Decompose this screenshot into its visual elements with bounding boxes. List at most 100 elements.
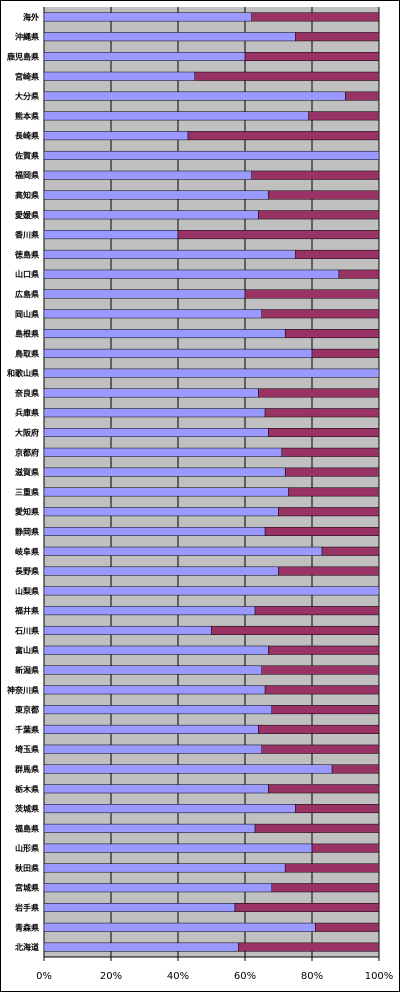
category-label: 新潟県 [15,665,39,675]
x-tick-label: 40% [167,971,189,982]
bar-series1 [43,724,259,734]
bar-series2 [295,804,380,814]
bar-series1 [43,111,309,121]
bar-series1 [43,922,316,932]
bar-series2 [194,71,380,81]
category-label: 山梨県 [15,586,39,596]
category-label: 兵庫県 [15,408,39,418]
bar-series1 [43,784,269,794]
bar-series2 [254,823,380,833]
bar-series1 [43,289,246,299]
bar-series2 [251,170,380,180]
bar-series2 [268,190,380,200]
bar-series1 [43,625,212,635]
bar-series1 [43,249,296,259]
category-label: 石川県 [14,625,39,635]
bar-series1 [43,942,239,952]
category-label: 長崎県 [15,131,39,141]
category-label: 奈良県 [14,388,39,398]
bar-series2 [264,408,380,418]
bar-series1 [43,368,380,378]
category-label: 埼玉県 [15,744,39,754]
bar-series1 [43,230,179,240]
category-label: 福岡県 [14,170,39,180]
category-label: 福島県 [14,823,39,833]
category-label: 東京都 [15,705,39,715]
bar-series1 [43,170,252,180]
bar-series1 [43,645,269,655]
bar-series1 [43,566,279,576]
category-label: 滋賀県 [15,467,39,477]
category-label: 沖縄県 [15,32,39,42]
bar-series2 [264,526,380,536]
bar-series2 [254,606,380,616]
category-label: 三重県 [15,487,39,497]
bar-series2 [258,724,380,734]
category-label: 高知県 [15,190,39,200]
category-label: 長野県 [15,566,39,576]
category-label: 大阪府 [15,428,39,438]
category-label: 群馬県 [14,764,39,774]
bar-series1 [43,606,256,616]
bar-series1 [43,863,286,873]
category-label: 島根県 [15,329,39,339]
category-label: 佐賀県 [14,150,39,160]
category-label: 青森県 [15,922,39,932]
bar-series1 [43,91,346,101]
category-label: 京都府 [15,447,39,457]
category-label: 北海道 [15,942,39,952]
x-tick-labels: 0% 20% 40% 60% 80% 100% [36,957,393,982]
bar-series2 [278,507,380,517]
category-label: 岐阜県 [15,546,39,556]
category-label: 山口県 [15,269,39,279]
bar-series1 [43,150,380,160]
bar-series1 [43,329,286,339]
bar-series1 [43,705,273,715]
bar-series1 [43,190,269,200]
category-label: 愛媛県 [15,210,39,220]
bar-series2 [258,388,380,398]
bar-series2 [345,91,380,101]
bar-series2 [284,467,380,477]
bar-series1 [43,269,340,279]
category-label: 栃木県 [15,784,39,794]
bar-series2 [308,111,380,121]
bar-series2 [321,546,380,556]
bars [43,12,380,952]
bar-series2 [251,12,380,22]
category-label: 和歌山県 [7,368,39,378]
category-label: 鳥取県 [15,348,39,358]
bar-series1 [43,804,296,814]
x-tick-label: 80% [301,971,323,982]
bar-series2 [284,863,380,873]
bar-series2 [311,843,380,853]
x-tick-label: 0% [36,971,52,982]
category-label: 愛知県 [15,507,39,517]
bar-series2 [284,329,380,339]
category-label: 富山県 [15,645,39,655]
bar-series2 [281,447,380,457]
bar-series1 [43,210,259,220]
bar-series2 [234,903,380,913]
bar-series1 [43,408,266,418]
gridlines [43,7,380,957]
category-labels: 海外沖縄県鹿児島県宮崎県大分県熊本県長崎県佐賀県福岡県高知県愛媛県香川県徳島県山… [7,12,39,952]
bar-series1 [43,32,296,42]
bar-series2 [211,625,380,635]
bar-series2 [261,309,380,319]
bar-series1 [43,843,313,853]
bar-series1 [43,467,286,477]
category-label: 宮城県 [15,883,39,893]
bar-series2 [268,645,380,655]
category-label: 神奈川県 [7,685,39,695]
bar-series2 [278,566,380,576]
bar-series1 [43,447,283,457]
bar-series1 [43,71,195,81]
bar-series2 [238,942,380,952]
bar-series2 [261,665,380,675]
bar-series2 [258,210,380,220]
category-label: 宮崎県 [15,71,39,81]
category-label: 岡山県 [15,309,39,319]
bar-series2 [244,51,380,61]
